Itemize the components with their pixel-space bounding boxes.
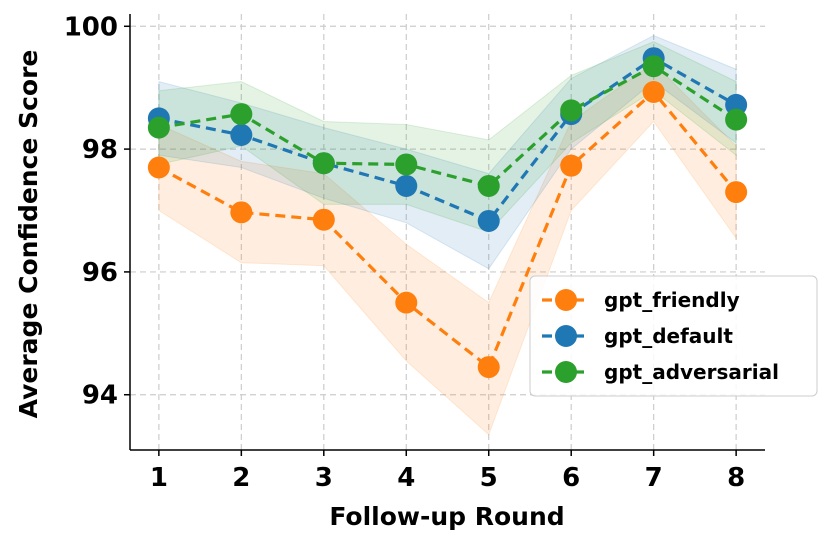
y-tick-label: 94 bbox=[82, 381, 118, 411]
x-tick-label: 7 bbox=[645, 463, 663, 493]
series-line-gpt_adversarial bbox=[158, 64, 738, 188]
axis-ticks: 1 2 3 4 5 6 7 8 94 96 98 100 bbox=[64, 12, 745, 493]
band-gpt_adversarial bbox=[158, 41, 737, 233]
point-gpt_friendly bbox=[642, 80, 665, 103]
x-axis-label: Follow-up Round bbox=[329, 502, 564, 531]
axis-spines bbox=[129, 14, 765, 451]
band-gpt_default bbox=[158, 34, 737, 270]
y-tick-label: 98 bbox=[82, 135, 118, 165]
series-line-gpt_friendly bbox=[158, 89, 738, 370]
point-gpt_adversarial bbox=[312, 152, 335, 175]
x-tick-label: 8 bbox=[727, 463, 745, 493]
x-tick-label: 4 bbox=[397, 463, 415, 493]
y-axis-label: Average Confidence Score bbox=[14, 50, 43, 419]
legend-marker-gpt_default bbox=[555, 325, 577, 347]
point-gpt_adversarial bbox=[395, 153, 418, 176]
x-tick-label: 3 bbox=[315, 463, 333, 493]
point-gpt_friendly bbox=[725, 181, 748, 204]
point-gpt_default bbox=[395, 174, 418, 197]
point-gpt_adversarial bbox=[560, 99, 583, 122]
series-points bbox=[147, 47, 748, 379]
point-gpt_adversarial bbox=[725, 108, 748, 131]
point-gpt_adversarial bbox=[147, 116, 170, 139]
legend: gpt_friendly gpt_default gpt_adversarial bbox=[529, 275, 818, 397]
x-tick-label: 1 bbox=[150, 463, 168, 493]
legend-marker-gpt_adversarial bbox=[555, 361, 577, 383]
point-gpt_friendly bbox=[395, 291, 418, 314]
point-gpt_friendly bbox=[230, 201, 253, 224]
point-gpt_adversarial bbox=[477, 174, 500, 197]
point-gpt_friendly bbox=[477, 356, 500, 379]
series-line-gpt_default bbox=[158, 56, 737, 223]
point-gpt_default bbox=[477, 209, 500, 232]
point-gpt_friendly bbox=[312, 208, 335, 231]
point-gpt_default bbox=[230, 123, 253, 146]
y-tick-label: 100 bbox=[64, 12, 118, 42]
y-tick-label: 96 bbox=[82, 258, 118, 288]
band-gpt_friendly bbox=[158, 62, 737, 436]
legend-label-gpt_adversarial: gpt_adversarial bbox=[604, 360, 779, 384]
confidence-bands bbox=[158, 34, 737, 436]
x-tick-label: 5 bbox=[480, 463, 498, 493]
point-gpt_friendly bbox=[147, 156, 170, 179]
point-gpt_adversarial bbox=[642, 55, 665, 78]
legend-label-gpt_default: gpt_default bbox=[604, 324, 733, 348]
x-tick-label: 6 bbox=[562, 463, 580, 493]
x-tick-label: 2 bbox=[232, 463, 250, 493]
series-lines bbox=[158, 56, 738, 370]
point-gpt_adversarial bbox=[230, 103, 253, 126]
legend-marker-gpt_friendly bbox=[555, 289, 577, 311]
legend-frame bbox=[529, 275, 818, 397]
point-gpt_friendly bbox=[560, 154, 583, 177]
legend-label-gpt_friendly: gpt_friendly bbox=[604, 288, 740, 312]
